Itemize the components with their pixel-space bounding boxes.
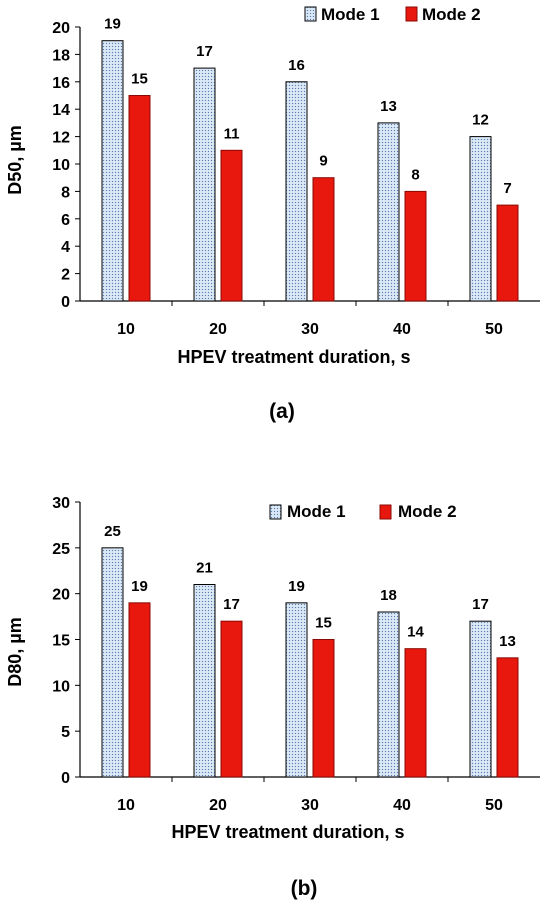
bar-mode-2 bbox=[220, 620, 243, 778]
y-tick-label: 20 bbox=[52, 20, 70, 37]
data-label-mode-2: 11 bbox=[224, 125, 240, 142]
y-tick-label: 30 bbox=[52, 495, 70, 512]
data-labels: 19 15 17 11 16 9 13 8 12 7 bbox=[104, 16, 512, 197]
data-label-mode-1: 21 bbox=[196, 560, 213, 577]
x-tick-label: 40 bbox=[393, 797, 411, 814]
bar-mode-2 bbox=[496, 204, 519, 302]
legend: Mode 1 Mode 2 bbox=[304, 5, 481, 24]
x-ticks: 10 20 30 40 50 bbox=[117, 777, 503, 814]
y-tick-label: 10 bbox=[52, 157, 70, 174]
bar-mode-1 bbox=[377, 611, 400, 778]
y-tick-label: 5 bbox=[61, 724, 70, 741]
bars bbox=[101, 547, 519, 778]
y-axis-title: D50, µm bbox=[5, 125, 25, 194]
y-tick-label: 14 bbox=[52, 102, 70, 119]
bar-mode-2 bbox=[496, 657, 519, 778]
data-label-mode-2: 9 bbox=[319, 153, 327, 170]
x-tick-label: 50 bbox=[485, 797, 503, 814]
y-tick-label: 6 bbox=[61, 212, 70, 229]
x-axis-title: HPEV treatment duration, s bbox=[177, 347, 410, 367]
data-label-mode-2: 15 bbox=[131, 71, 148, 88]
x-axis-title: HPEV treatment duration, s bbox=[171, 822, 404, 842]
x-tick-label: 30 bbox=[301, 321, 319, 338]
chart-b: Mode 1 Mode 2 D80, µm HPEV treatment dur… bbox=[5, 495, 540, 900]
data-label-mode-1: 18 bbox=[380, 587, 397, 604]
bar-mode-1 bbox=[469, 620, 492, 778]
legend: Mode 1 Mode 2 bbox=[269, 502, 457, 521]
y-ticks: 0 2 4 6 8 10 12 14 16 18 20 bbox=[52, 20, 80, 311]
data-label-mode-1: 17 bbox=[472, 596, 489, 613]
data-label-mode-2: 19 bbox=[131, 578, 148, 595]
data-label-mode-2: 14 bbox=[407, 624, 424, 641]
bar-mode-2 bbox=[220, 149, 243, 302]
bar-mode-1 bbox=[101, 40, 124, 302]
y-tick-label: 10 bbox=[52, 678, 70, 695]
y-ticks: 0 5 10 15 20 25 30 bbox=[52, 495, 80, 787]
bar-mode-1 bbox=[285, 602, 308, 778]
legend-label-mode-1: Mode 1 bbox=[287, 502, 346, 521]
x-tick-label: 20 bbox=[209, 321, 227, 338]
x-tick-label: 30 bbox=[301, 797, 319, 814]
y-tick-label: 25 bbox=[52, 541, 70, 558]
bar-mode-2 bbox=[312, 639, 335, 778]
legend-swatch-mode-2 bbox=[379, 504, 392, 520]
panel-label: (a) bbox=[269, 400, 295, 423]
y-tick-label: 20 bbox=[52, 587, 70, 604]
y-tick-label: 15 bbox=[52, 633, 70, 650]
y-tick-label: 0 bbox=[61, 294, 70, 311]
x-tick-label: 10 bbox=[117, 321, 135, 338]
y-tick-label: 12 bbox=[52, 130, 70, 147]
chart-a: Mode 1 Mode 2 D50, µm HPEV treatment dur… bbox=[5, 5, 540, 423]
data-label-mode-2: 15 bbox=[315, 615, 332, 632]
y-tick-label: 18 bbox=[52, 47, 70, 64]
data-label-mode-2: 7 bbox=[503, 180, 511, 197]
y-tick-label: 8 bbox=[61, 184, 70, 201]
bars bbox=[101, 40, 519, 302]
y-axis-title: D80, µm bbox=[5, 617, 25, 686]
data-label-mode-1: 25 bbox=[104, 523, 121, 540]
y-tick-label: 4 bbox=[61, 239, 70, 256]
bar-mode-1 bbox=[101, 547, 124, 778]
x-tick-label: 50 bbox=[485, 321, 503, 338]
legend-swatch-mode-1 bbox=[304, 6, 317, 22]
x-ticks: 10 20 30 40 50 bbox=[117, 301, 503, 338]
data-label-mode-2: 8 bbox=[411, 166, 419, 183]
y-tick-label: 2 bbox=[61, 267, 70, 284]
bar-mode-2 bbox=[312, 177, 335, 302]
legend-label-mode-2: Mode 2 bbox=[398, 502, 457, 521]
bar-mode-2 bbox=[404, 648, 427, 778]
x-tick-label: 40 bbox=[393, 321, 411, 338]
legend-label-mode-1: Mode 1 bbox=[321, 5, 380, 24]
data-label-mode-1: 12 bbox=[472, 112, 489, 129]
data-label-mode-1: 13 bbox=[380, 98, 397, 115]
data-labels: 25 19 21 17 19 15 18 14 17 13 bbox=[104, 523, 516, 650]
x-tick-label: 20 bbox=[209, 797, 227, 814]
data-label-mode-1: 19 bbox=[104, 16, 121, 33]
data-label-mode-1: 19 bbox=[288, 578, 305, 595]
legend-swatch-mode-1 bbox=[269, 504, 282, 520]
legend-label-mode-2: Mode 2 bbox=[422, 5, 481, 24]
panel-label: (b) bbox=[291, 877, 318, 900]
bar-mode-1 bbox=[377, 122, 400, 302]
bar-mode-2 bbox=[128, 95, 151, 302]
data-label-mode-1: 17 bbox=[196, 43, 213, 60]
y-tick-label: 16 bbox=[52, 75, 70, 92]
bar-mode-1 bbox=[285, 81, 308, 302]
y-tick-label: 0 bbox=[61, 770, 70, 787]
data-label-mode-2: 13 bbox=[499, 633, 516, 650]
bar-mode-1 bbox=[469, 136, 492, 302]
bar-mode-1 bbox=[193, 584, 216, 778]
legend-swatch-mode-2 bbox=[405, 6, 418, 22]
bar-mode-1 bbox=[193, 67, 216, 302]
data-label-mode-1: 16 bbox=[288, 57, 305, 74]
bar-mode-2 bbox=[128, 602, 151, 778]
data-label-mode-2: 17 bbox=[223, 596, 240, 613]
bar-mode-2 bbox=[404, 190, 427, 302]
x-tick-label: 10 bbox=[117, 797, 135, 814]
